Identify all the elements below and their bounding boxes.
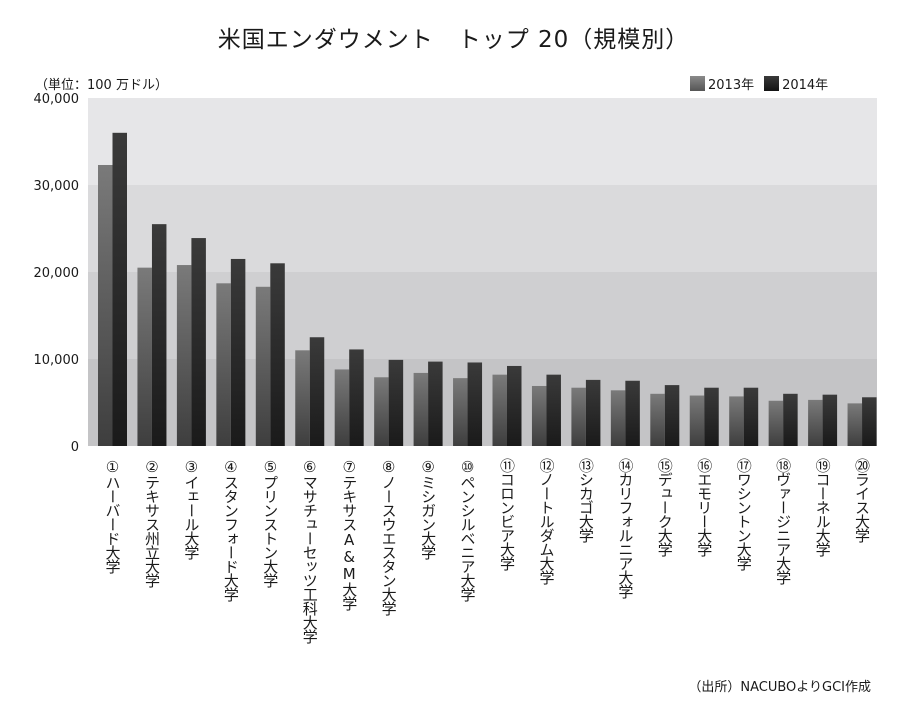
y-axis-unit-label: （単位：100 万ドル）: [35, 78, 168, 93]
legend-item-2014: 2014年: [764, 74, 828, 93]
x-tick-label: ⑩ペンシルベニア大学: [459, 458, 477, 602]
bar-2014: [822, 394, 838, 446]
bar-2014: [704, 387, 719, 446]
x-tick-label: ⑳ライス大学: [853, 458, 871, 543]
bar-2014: [546, 374, 561, 446]
x-tick-label: ⑧ノースウエスタン大学: [380, 458, 398, 616]
bar-2013: [610, 390, 626, 446]
bar-2014: [230, 258, 246, 446]
bar-2014: [507, 365, 522, 446]
bar-2014: [388, 359, 404, 446]
bar-2013: [650, 393, 665, 446]
x-tick-label: ②テキサス州立大学: [143, 458, 161, 588]
background-band: [88, 272, 877, 359]
bar-2014: [191, 238, 206, 446]
x-tick-label: ⑯エモリー大学: [695, 458, 713, 557]
bar-2014: [664, 385, 680, 446]
x-tick-label: ⑤プリンストン大学: [261, 458, 279, 588]
bar-2014: [309, 337, 325, 446]
x-tick-label: ①ハーバード大学: [104, 458, 122, 574]
bar-2013: [374, 377, 389, 446]
bar-2013: [334, 369, 350, 446]
y-tick-label: 0: [71, 440, 79, 455]
bar-2014: [428, 361, 443, 446]
bar-2013: [453, 378, 468, 446]
background-band: [88, 185, 877, 272]
background-band: [88, 359, 877, 446]
legend-label-2014: 2014年: [782, 78, 829, 93]
bar-2013: [689, 395, 705, 446]
x-tick-label: ⑲コーネル大学: [814, 458, 832, 557]
bar-2014: [112, 132, 127, 447]
bar-2013: [137, 267, 152, 446]
legend-swatch-2013: [690, 76, 705, 91]
bar-2014: [743, 387, 759, 446]
chart-title: 米国エンダウメント トップ 20（規模別）: [217, 27, 690, 53]
x-tick-label: ⑦テキサスA&M大学: [340, 458, 358, 611]
bar-2013: [531, 385, 547, 446]
bar-2013: [176, 265, 192, 446]
bar-2013: [768, 400, 784, 446]
x-tick-label: ③イェール大学: [182, 458, 200, 560]
bar-2013: [295, 350, 310, 446]
bar-2014: [625, 380, 640, 446]
x-tick-label: ⑫ノートルダム大学: [537, 458, 555, 585]
bar-2014: [349, 349, 364, 446]
x-tick-label: ⑱ヴァージニア大学: [774, 458, 792, 585]
bar-2014: [862, 397, 877, 446]
background-band: [88, 98, 877, 185]
bar-2013: [413, 372, 429, 446]
x-tick-label: ④スタンフォード大学: [222, 458, 240, 602]
bar-2014: [467, 362, 483, 446]
bar-2013: [571, 387, 586, 446]
legend-label-2013: 2013年: [708, 78, 755, 93]
y-tick-label: 20,000: [34, 266, 80, 281]
x-tick-label: ⑬シカゴ大学: [577, 458, 595, 543]
y-tick-label: 40,000: [34, 92, 80, 107]
y-tick-label: 10,000: [34, 353, 80, 368]
x-tick-label: ⑨ミシガン大学: [419, 458, 437, 560]
x-tick-label: ⑮デューク大学: [656, 458, 674, 557]
x-tick-label: ⑭カリフォルニア大学: [616, 458, 634, 599]
legend-item-2013: 2013年: [690, 74, 754, 93]
bar-2014: [783, 393, 798, 446]
legend-swatch-2014: [764, 76, 780, 91]
bar-2014: [151, 224, 167, 446]
source-note: （出所）NACUBOよりGCI作成: [688, 680, 871, 695]
bar-2013: [255, 286, 271, 446]
y-tick-label: 30,000: [34, 179, 80, 194]
bar-2014: [270, 263, 285, 446]
bar-2013: [808, 399, 823, 446]
x-tick-label: ⑪コロンビア大学: [498, 458, 516, 571]
legend: 2013年 2014年: [690, 74, 838, 93]
bar-2013: [729, 396, 744, 446]
x-tick-label: ⑥マサチューセッツ工科大学: [301, 458, 319, 644]
x-tick-label: ⑰ワシントン大学: [735, 458, 753, 571]
bar-2013: [847, 403, 863, 446]
bar-2014: [585, 379, 601, 446]
bar-2013: [216, 283, 231, 446]
bar-2013: [492, 374, 507, 446]
bar-2013: [98, 164, 113, 447]
